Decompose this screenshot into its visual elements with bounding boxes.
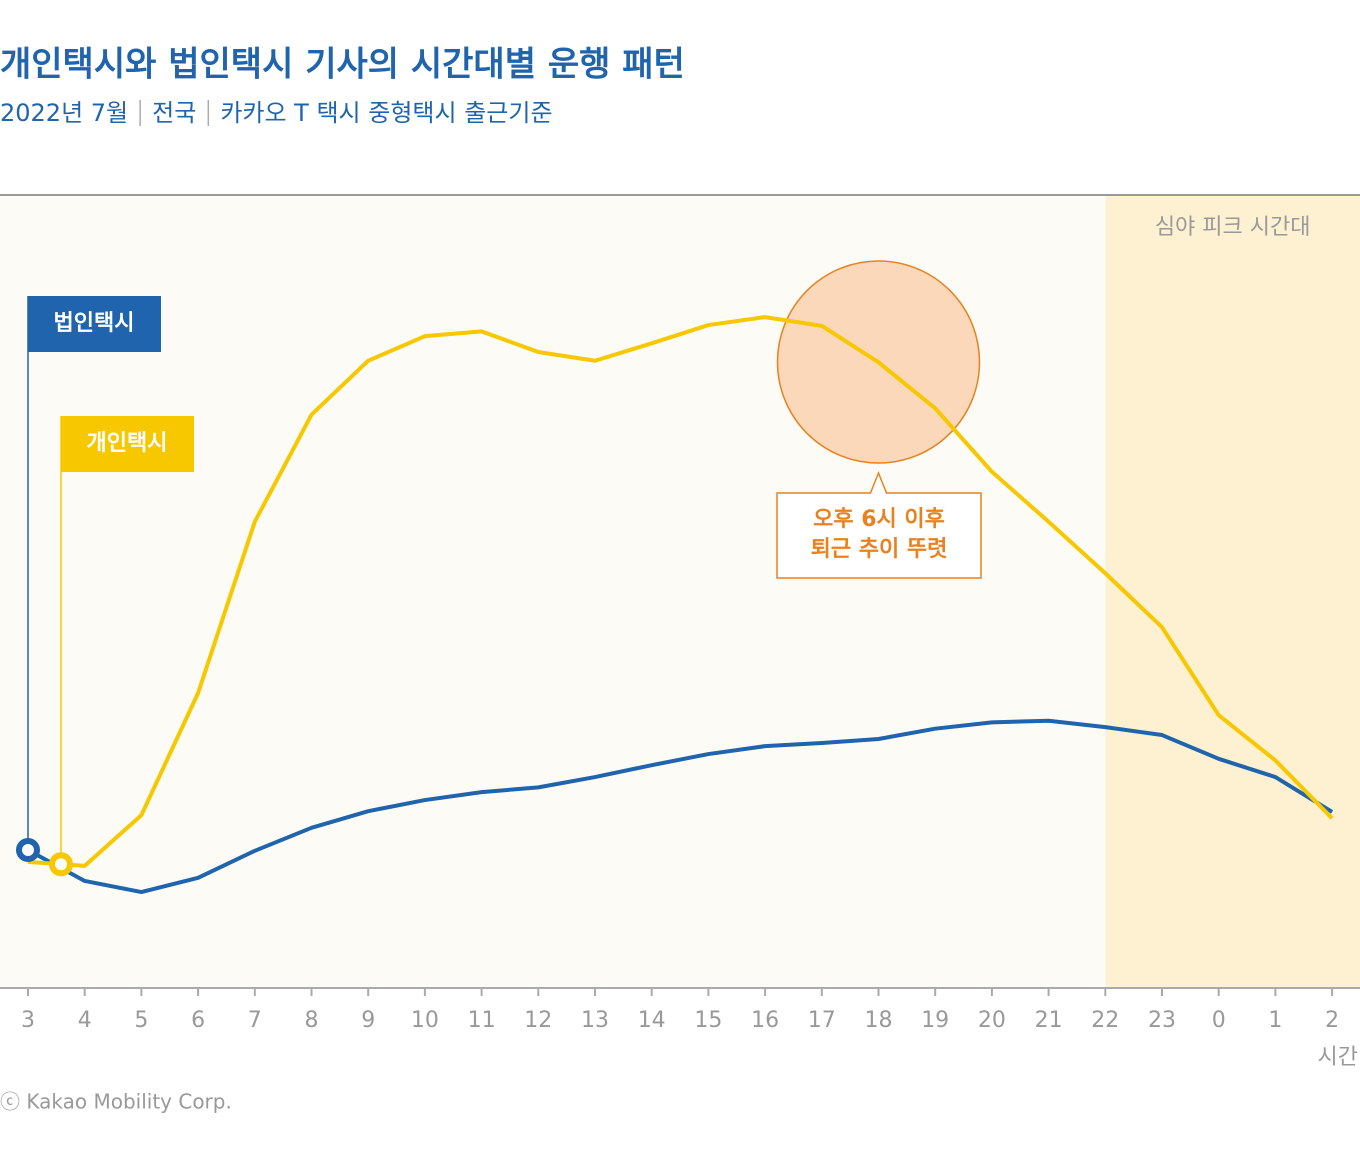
chart-title: 개인택시와 법인택시 기사의 시간대별 운행 패턴 (0, 45, 685, 85)
x-axis-label: 시간 (1318, 1045, 1358, 1070)
x-tick-label: 2 (1325, 1008, 1339, 1033)
x-tick-label: 9 (361, 1008, 375, 1033)
x-tick-label: 14 (638, 1008, 666, 1033)
x-tick-label: 16 (751, 1008, 779, 1033)
line (27, 315, 1334, 868)
subtitle-part: 2022년 7월 (0, 99, 128, 127)
highlight-band (1105, 195, 1360, 988)
x-tick-label: 8 (305, 1008, 319, 1033)
annotation-text: 오후 6시 이후 (813, 507, 945, 532)
x-tick-label: 1 (1268, 1008, 1282, 1033)
legend-marker (16, 838, 40, 863)
highlight-label: 심야 피크 시간대 (1155, 215, 1311, 240)
legend-box (28, 296, 161, 352)
x-tick-label: 11 (468, 1008, 496, 1033)
x-tick-label: 20 (978, 1008, 1006, 1033)
annotation-text: 퇴근 추이 뚜렷 (811, 537, 948, 562)
legend-box (61, 416, 194, 472)
x-tick-label: 3 (21, 1008, 35, 1033)
x-tick-label: 18 (865, 1008, 893, 1033)
subtitle: 2022년 7월 전국 카카오 T 택시 중형택시 출근기준 (0, 99, 553, 127)
x-tick-label: 10 (411, 1008, 439, 1033)
x-tick-label: 7 (248, 1008, 262, 1033)
x-tick-label: 19 (921, 1008, 949, 1033)
x-tick-label: 15 (694, 1008, 722, 1033)
legend-label: 법인택시 (54, 311, 135, 336)
annotation-box (776, 470, 982, 579)
subtitle-part: 카카오 T 택시 중형택시 출근기준 (220, 99, 552, 127)
subtitle-part: 전국 (152, 99, 196, 127)
x-tick-label: 4 (78, 1008, 92, 1033)
legend-marker (49, 852, 73, 877)
x-tick-label: 13 (581, 1008, 609, 1033)
x-tick-label: 22 (1091, 1008, 1119, 1033)
source: ⓒ Kakao Mobility Corp. (0, 1090, 232, 1114)
x-tick-label: 5 (134, 1008, 148, 1033)
line (27, 718, 1334, 895)
x-tick-label: 12 (524, 1008, 552, 1033)
x-tick-label: 23 (1148, 1008, 1176, 1033)
legend-label: 개인택시 (87, 431, 168, 456)
x-tick-label: 21 (1035, 1008, 1063, 1033)
x-tick-label: 17 (808, 1008, 836, 1033)
x-tick-label: 6 (191, 1008, 205, 1033)
x-tick-label: 0 (1212, 1008, 1226, 1033)
